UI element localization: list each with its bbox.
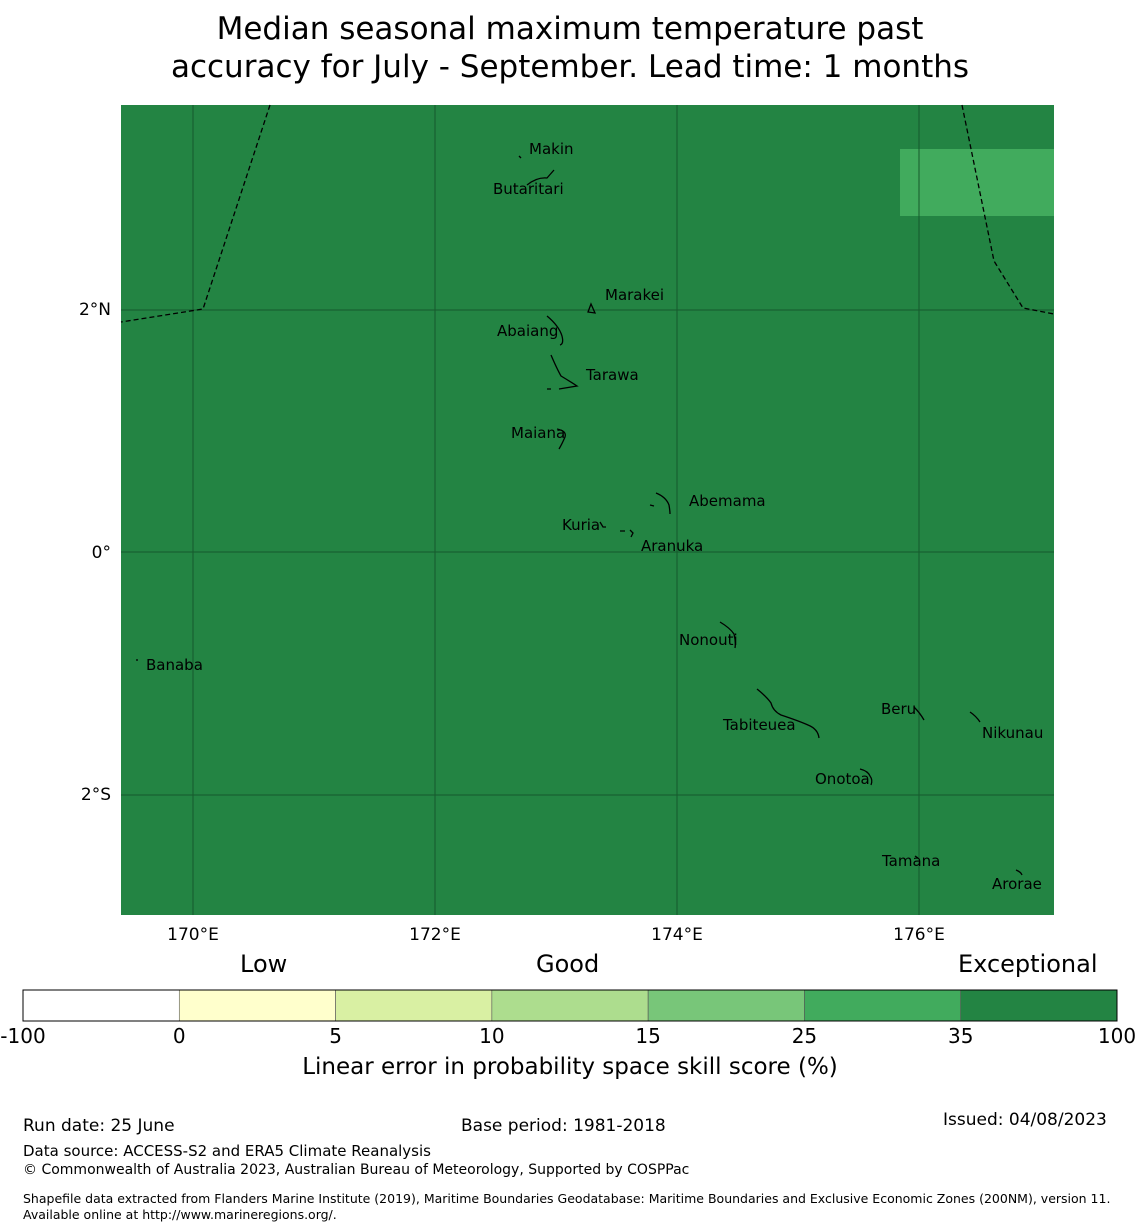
title-line-1: Median seasonal maximum temperature past (216, 11, 924, 47)
colorbar-bin-6 (960, 989, 1118, 1022)
colorbar-bin-1 (178, 989, 336, 1022)
gridlines (121, 105, 1054, 915)
colorbar-label: Linear error in probability space skill … (302, 1054, 838, 1080)
lon-tick-0: 170°E (167, 925, 219, 945)
island-shape-nonouti (719, 621, 736, 649)
island-label-abemama: Abemama (689, 492, 766, 510)
island-shape-abaiang (546, 315, 564, 346)
colorbar (22, 989, 1118, 1022)
eez-boundary-east (961, 104, 1055, 315)
island-label-banaba: Banaba (146, 656, 203, 674)
colorbar-tick-2: 5 (329, 1024, 342, 1048)
island-label-nikunau: Nikunau (982, 724, 1043, 742)
island-shape-tarawa (547, 354, 579, 390)
colorbar-outline (22, 989, 1118, 1022)
island-label-makin: Makin (529, 140, 574, 158)
colorbar-tick-3: 10 (479, 1024, 505, 1048)
island-shape-aranuka (620, 529, 634, 538)
island-shape-tabiteuea (756, 688, 820, 739)
latitude-tick-labels: 2°N 0° 2°S (79, 300, 111, 805)
island-label-marakei: Marakei (605, 286, 664, 304)
lon-tick-3: 176°E (893, 925, 945, 945)
map-background (121, 105, 1054, 915)
lat-tick-2: 2°S (81, 785, 111, 805)
eez-boundaries (120, 104, 1055, 323)
base-period: Base period: 1981-2018 (461, 1116, 666, 1136)
run-date: Run date: 25 June (23, 1116, 175, 1136)
data-source: Data source: ACCESS-S2 and ERA5 Climate … (23, 1142, 431, 1160)
shapefile-credit: Shapefile data extracted from Flanders M… (23, 1191, 1111, 1222)
title-line-2: accuracy for July - September. Lead time… (170, 49, 970, 85)
colorbar-bin-3 (491, 989, 649, 1022)
island-label-kuria: Kuria (562, 516, 600, 534)
island-outlines (136, 155, 1023, 876)
lat-tick-1: 0° (92, 543, 111, 563)
island-shape-maiana (556, 428, 566, 450)
longitude-tick-labels: 170°E 172°E 174°E 176°E (167, 925, 945, 945)
island-label-maiana: Maiana (511, 424, 565, 442)
colorbar-bin-0 (22, 989, 180, 1022)
island-shape-butaritari (526, 169, 555, 186)
colorbar-tick-1: 0 (172, 1024, 186, 1048)
lat-tick-0: 2°N (79, 300, 111, 320)
island-shape-abemama (649, 492, 671, 515)
map-area: Makin Butaritari Marakei Abaiang Tarawa Maian… (120, 104, 1055, 915)
colorbar-heading-low: Low (240, 950, 288, 978)
island-label-tarawa: Tarawa (585, 366, 639, 384)
island-label-abaiang: Abaiang (497, 322, 558, 340)
island-shape-makin (518, 155, 522, 159)
colorbar-bin-2 (335, 989, 493, 1022)
copyright: © Commonwealth of Australia 2023, Austra… (23, 1162, 690, 1178)
island-label-aranuka: Aranuka (641, 537, 703, 555)
island-shape-nikunau (969, 711, 981, 723)
island-shape-tamana (914, 855, 919, 859)
colorbar-bin-4 (647, 989, 805, 1022)
island-shape-kuria (599, 521, 606, 528)
island-labels: Makin Butaritari Marakei Abaiang Tarawa Maian… (146, 140, 1043, 893)
island-shape-arorae (1015, 869, 1023, 876)
map-title: Median seasonal maximum temperature past… (0, 10, 1140, 86)
island-shape-marakei (587, 302, 597, 314)
lon-tick-1: 172°E (409, 925, 461, 945)
island-label-butaritari: Butaritari (493, 180, 564, 198)
island-label-beru: Beru (881, 700, 916, 718)
island-shape-onotoa (859, 768, 873, 786)
colorbar-heading-exceptional: Exceptional (958, 950, 1098, 978)
colorbar-tick-6: 35 (947, 1024, 974, 1048)
issued-date: Issued: 04/08/2023 (943, 1110, 1107, 1130)
colorbar-tick-7: 100 (1097, 1024, 1137, 1048)
island-label-arorae: Arorae (992, 875, 1042, 893)
island-shape-beru (913, 706, 925, 721)
colorbar-tick-5: 25 (791, 1024, 818, 1048)
colorbar-tick-0: -100 (0, 1024, 46, 1048)
colorbar-tick-4: 15 (635, 1024, 661, 1048)
colorbar-heading-good: Good (536, 950, 600, 978)
island-label-tamana: Tamana (881, 852, 940, 870)
island-label-onotoa: Onotoa (815, 770, 870, 788)
lon-tick-2: 174°E (651, 925, 703, 945)
skill-highlight-cell (900, 149, 1054, 216)
island-label-nonouti: Nonouti (679, 631, 738, 649)
island-label-tabiteuea: Tabiteuea (722, 716, 796, 734)
colorbar-bin-5 (804, 989, 962, 1022)
